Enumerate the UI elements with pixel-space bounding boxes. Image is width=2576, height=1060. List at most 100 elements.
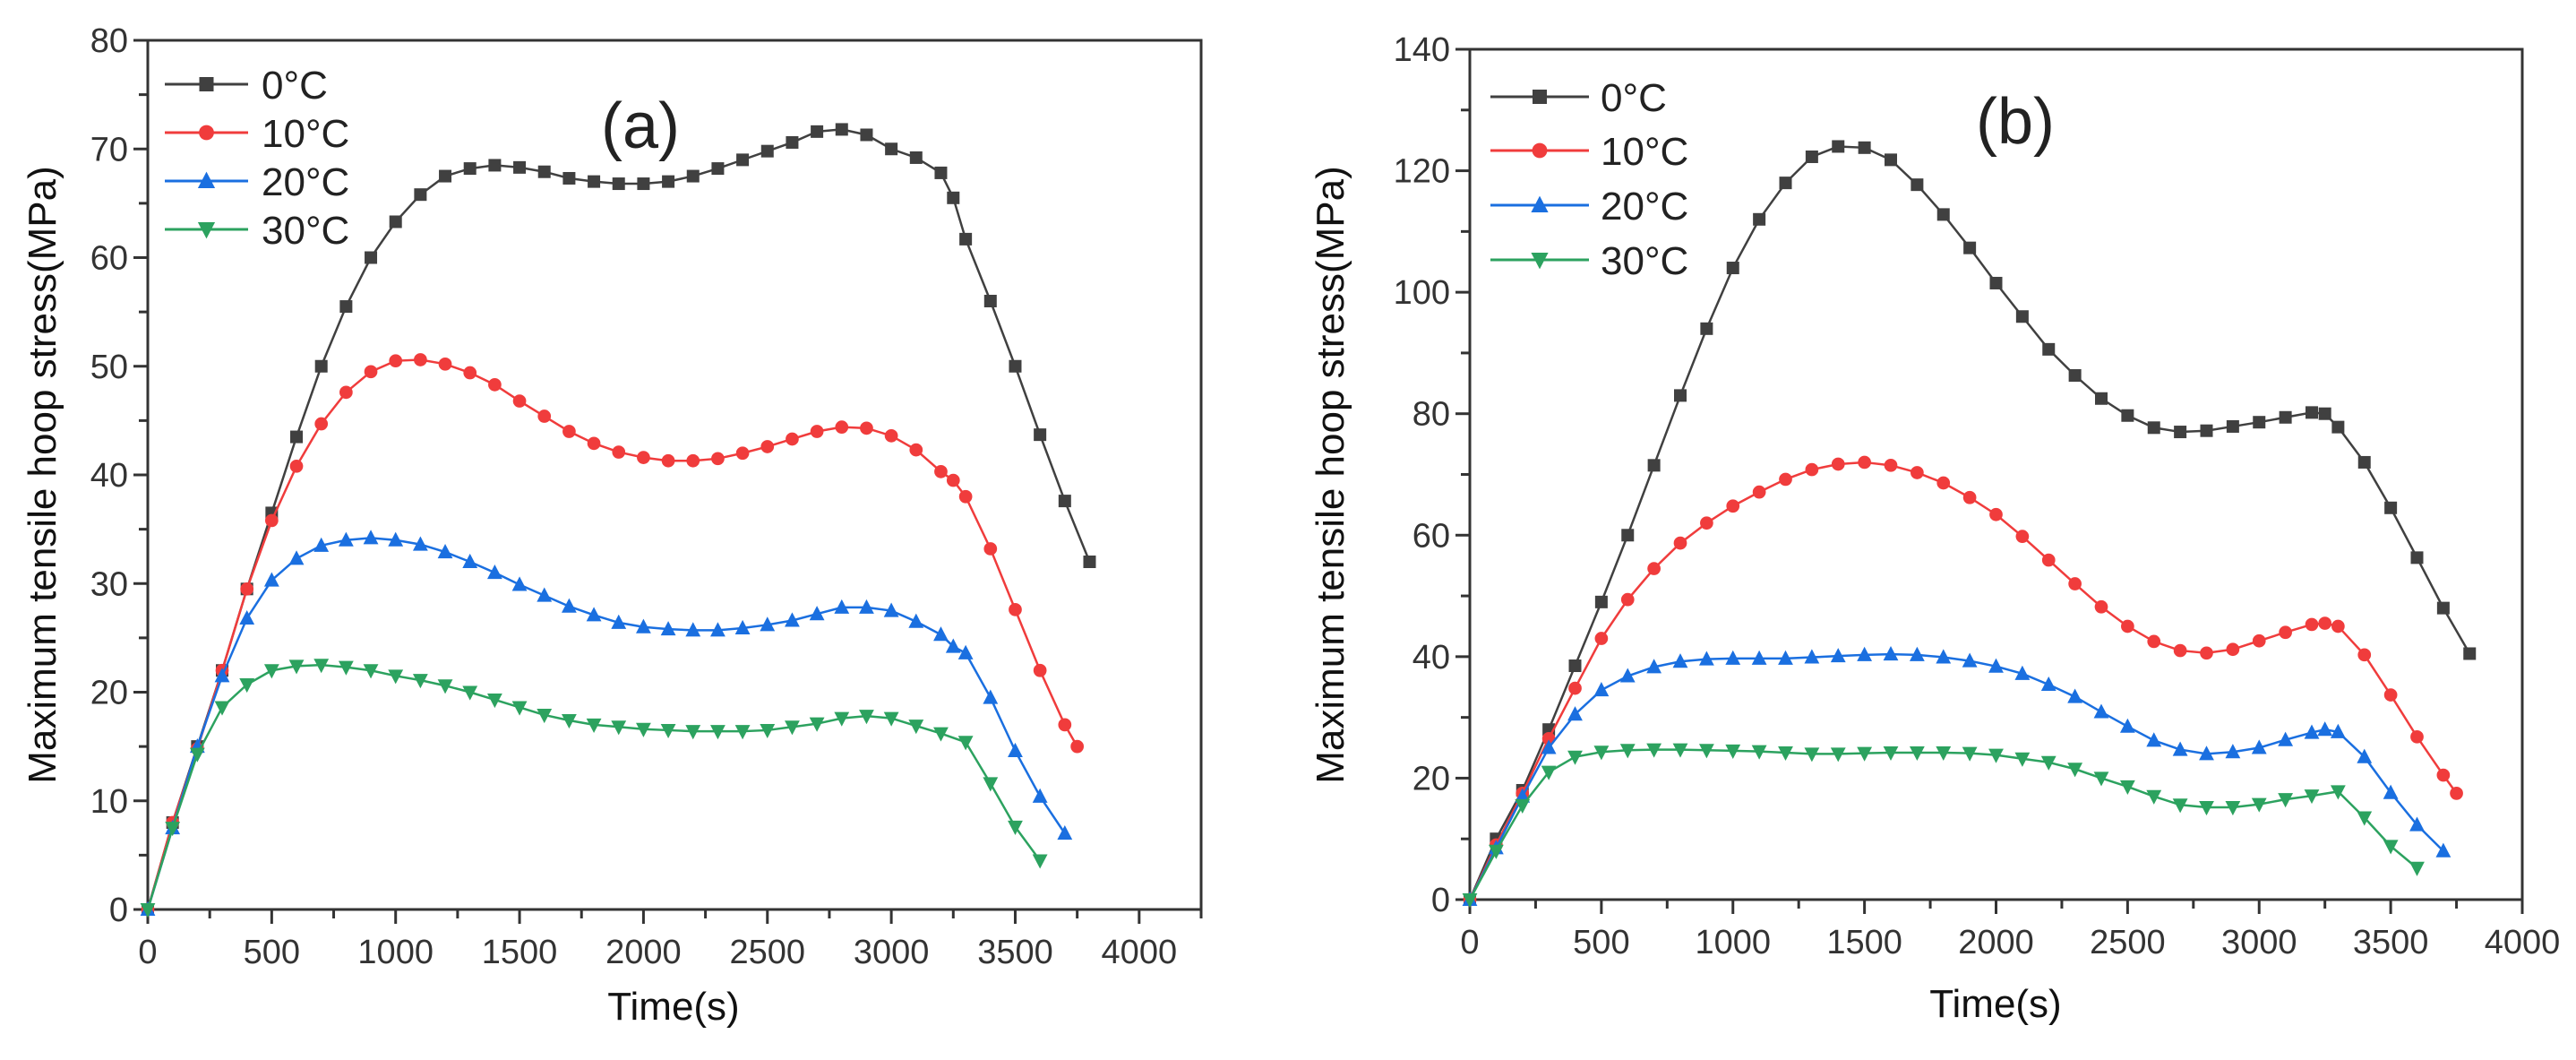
- data-point: [1751, 745, 1767, 760]
- data-point: [2306, 406, 2318, 419]
- data-point: [1989, 276, 2003, 289]
- data-point: [1594, 595, 1608, 608]
- data-point: [735, 446, 750, 461]
- data-point: [1619, 668, 1636, 683]
- data-point: [835, 123, 848, 136]
- data-point: [338, 660, 354, 676]
- y-tick-label: 80: [1413, 396, 1450, 434]
- data-point: [214, 701, 230, 716]
- data-point: [1778, 650, 1793, 665]
- data-point: [1621, 529, 1635, 542]
- data-point: [1593, 682, 1610, 697]
- data-point: [834, 599, 850, 614]
- data-point: [1646, 659, 1662, 674]
- data-point: [1541, 739, 1557, 754]
- data-point: [1885, 153, 1897, 167]
- series-line: [146, 358, 1078, 910]
- data-point: [734, 725, 751, 740]
- y-tick-label: 40: [1413, 639, 1450, 677]
- data-point: [414, 188, 427, 202]
- x-axis-label: Time(s): [607, 985, 739, 1029]
- legend-item: 0°C: [165, 64, 328, 108]
- data-point: [1779, 472, 1792, 487]
- data-point: [2409, 861, 2425, 876]
- data-point: [412, 674, 428, 689]
- data-point: [1700, 322, 1713, 335]
- data-point: [586, 607, 602, 622]
- data-point: [883, 711, 899, 727]
- data-point: [2119, 718, 2135, 733]
- x-tick-label: 3000: [2221, 924, 2297, 961]
- data-point: [2042, 342, 2056, 356]
- x-tick-label: 1500: [1826, 924, 1902, 961]
- data-point: [2436, 768, 2451, 782]
- data-point: [1541, 765, 1557, 780]
- data-point: [363, 530, 379, 545]
- data-point: [2172, 798, 2188, 814]
- data-point: [2279, 410, 2292, 424]
- data-point: [2147, 421, 2160, 435]
- data-point: [165, 822, 181, 837]
- data-point: [612, 445, 626, 459]
- data-point: [957, 736, 974, 751]
- data-point: [1936, 649, 1952, 664]
- legend-item: 20°C: [1490, 185, 1688, 228]
- data-point: [2383, 784, 2399, 799]
- data-point: [2304, 789, 2320, 805]
- data-point: [934, 465, 948, 478]
- data-point: [1698, 651, 1714, 666]
- series-line: [146, 128, 1091, 910]
- data-point: [760, 440, 775, 453]
- data-point: [2318, 407, 2331, 420]
- data-point: [1009, 603, 1022, 616]
- data-point: [736, 153, 750, 167]
- data-point: [660, 621, 676, 636]
- series-10c: [141, 353, 1084, 917]
- data-point: [1700, 516, 1713, 530]
- data-point: [2317, 721, 2333, 737]
- data-point: [1857, 746, 1873, 762]
- legend-label: 10°C: [1601, 130, 1688, 174]
- x-tick-label: 4000: [2485, 924, 2561, 961]
- legend-item: 20°C: [165, 160, 349, 204]
- data-point: [1672, 743, 1688, 758]
- data-point: [486, 693, 502, 709]
- data-point: [511, 701, 528, 716]
- y-tick-label: 40: [90, 457, 128, 495]
- data-point: [513, 160, 527, 174]
- data-point: [1779, 177, 1792, 190]
- data-point: [2253, 416, 2266, 429]
- data-point: [2093, 771, 2109, 787]
- data-point: [2041, 553, 2056, 567]
- data-point: [1751, 650, 1767, 665]
- data-point: [511, 576, 528, 591]
- data-point: [933, 727, 949, 742]
- data-point: [1936, 476, 1951, 490]
- data-point: [537, 587, 553, 602]
- data-point: [2251, 797, 2267, 813]
- data-point: [685, 622, 701, 637]
- data-point: [1646, 743, 1662, 758]
- data-point: [263, 572, 279, 587]
- data-point: [240, 582, 254, 596]
- data-point: [365, 251, 378, 264]
- data-point: [1594, 632, 1609, 645]
- data-point: [2040, 676, 2057, 692]
- data-point: [2357, 648, 2372, 662]
- x-tick-label: 3500: [2353, 924, 2429, 961]
- legend-marker: [1531, 253, 1549, 270]
- series-20c: [140, 530, 1073, 916]
- data-point: [2331, 420, 2345, 434]
- data-point: [2251, 739, 2267, 754]
- legend-marker: [1531, 195, 1549, 212]
- data-point: [1989, 507, 2003, 521]
- data-point: [288, 659, 305, 675]
- data-point: [859, 599, 874, 614]
- plot-frame: [1468, 47, 2524, 901]
- data-point: [537, 708, 553, 724]
- data-point: [2330, 785, 2346, 800]
- y-tick-label: 50: [90, 349, 128, 386]
- data-point: [463, 366, 477, 380]
- panel-label: (b): [1976, 86, 2055, 158]
- data-point: [983, 542, 998, 556]
